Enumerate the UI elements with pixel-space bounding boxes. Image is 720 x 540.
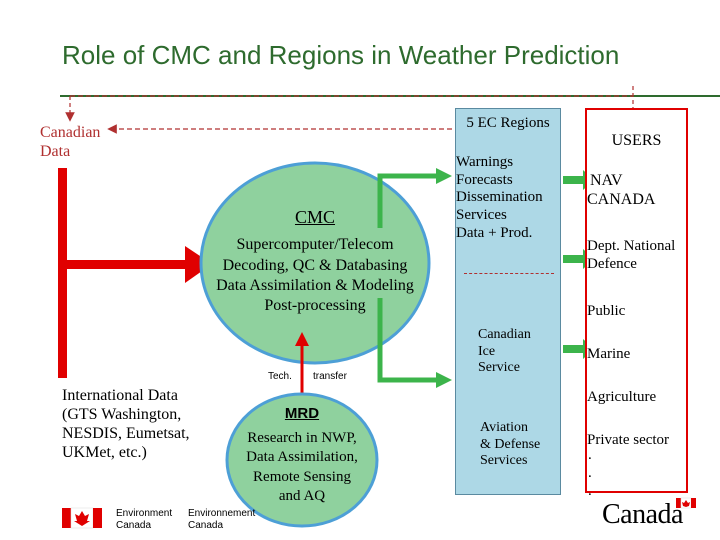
regions-services: Warnings Forecasts Dissemination Service…	[456, 154, 543, 242]
env-en-line-1: Environment	[116, 508, 173, 519]
user-dot-1: .	[588, 447, 592, 463]
canadian-data-line-2: Data	[40, 142, 71, 160]
user-ellipsis: . . .	[588, 446, 592, 500]
red-data-flow-arrow	[58, 168, 212, 378]
mrd-line-3: Remote Sensing	[253, 468, 351, 485]
env-fr-line-1: Environnement	[188, 508, 256, 519]
maple-leaf-icon	[676, 497, 696, 509]
aviation-defense-services: Aviation & Defense Services	[480, 420, 560, 470]
mrd-line-2: Data Assimilation,	[246, 449, 358, 466]
env-fr-line-2: Canada	[188, 519, 224, 531]
users-title: USERS	[611, 132, 662, 149]
ice-line-1: Canadian	[478, 327, 531, 342]
cmc-line-4: Post-processing	[264, 297, 366, 315]
mrd-line-1: Research in NWP,	[247, 430, 357, 447]
user-marine: Marine	[587, 346, 631, 362]
international-data-label: International Data (GTS Washington, NESD…	[62, 387, 190, 463]
international-data-line-1: International Data	[62, 387, 178, 404]
user-private-sector: Private sector	[587, 432, 670, 448]
cmc-line-3: Data Assimilation & Modeling	[216, 276, 414, 294]
canadian-ice-service: Canadian Ice Service	[478, 327, 558, 377]
regions-line-1: Warnings	[456, 154, 514, 170]
tech-label: Tech.	[268, 371, 292, 382]
user-nav-line-2: CANADA	[587, 190, 656, 208]
mrd-ellipse	[225, 392, 379, 528]
user-dnd: Dept. National Defence	[587, 238, 675, 273]
cmc-line-2: Decoding, QC & Databasing	[222, 256, 408, 274]
canadian-data-label: Canadian Data	[40, 124, 100, 162]
regions-line-4: Services	[456, 207, 507, 224]
canadian-data-line-1: Canadian	[40, 124, 101, 141]
ice-line-3: Service	[478, 360, 520, 376]
mrd-line-4: and AQ	[278, 487, 326, 504]
environment-canada-flag-icon	[62, 507, 102, 529]
aviation-line-1: Aviation	[480, 420, 528, 435]
regions-line-5: Data + Prod.	[456, 224, 533, 241]
regions-title: 5 EC Regions	[466, 115, 550, 131]
environment-canada-en: Environment Canada	[116, 508, 172, 531]
env-en-line-2: Canada	[116, 519, 152, 531]
international-data-line-4: UKMet, etc.)	[62, 443, 147, 461]
regions-line-2: Forecasts	[456, 171, 513, 188]
regions-divider	[464, 273, 554, 274]
international-data-line-2: (GTS Washington,	[62, 405, 182, 423]
cmc-block: CMC Supercomputer/Telecom Decoding, QC &…	[195, 206, 435, 317]
green-arrow-lower	[377, 298, 452, 388]
user-nav-canada: NAV CANADA	[587, 172, 655, 210]
cmc-ellipse	[199, 161, 431, 365]
mrd-block: MRD Research in NWP, Data Assimilation, …	[227, 404, 377, 506]
transfer-label: transfer	[313, 371, 347, 382]
user-agriculture: Agriculture	[587, 389, 657, 405]
cmc-title: CMC	[294, 207, 336, 227]
aviation-line-3: Services	[480, 453, 528, 469]
user-public: Public	[587, 303, 626, 319]
users-box: USERS NAV CANADA Dept. National Defence …	[585, 108, 688, 499]
mrd-title: MRD	[284, 405, 320, 422]
user-nav-line-1: NAV	[590, 172, 623, 189]
dashed-connector-top	[65, 86, 634, 122]
user-dot-3: .	[588, 483, 592, 499]
cmc-line-1: Supercomputer/Telecom	[236, 236, 394, 254]
user-dnd-line-1: Dept. National	[587, 238, 676, 254]
ice-line-2: Ice	[478, 343, 496, 359]
user-dnd-line-2: Defence	[587, 255, 637, 272]
aviation-line-2: & Defense	[480, 436, 541, 452]
environment-canada-fr: Environnement Canada	[188, 508, 258, 531]
user-dot-2: .	[588, 465, 592, 481]
page-title: Role of CMC and Regions in Weather Predi…	[62, 40, 620, 70]
canada-wordmark: Canada	[602, 499, 683, 530]
international-data-line-3: NESDIS, Eumetsat,	[62, 424, 190, 442]
regions-line-3: Dissemination	[456, 189, 543, 206]
green-arrow-upper	[377, 168, 452, 228]
regions-box: 5 EC Regions Warnings Forecasts Dissemin…	[455, 108, 561, 495]
